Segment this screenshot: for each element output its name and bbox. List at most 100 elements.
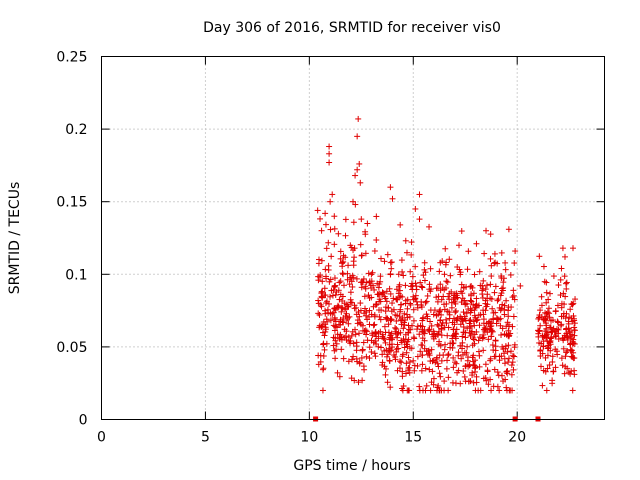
data-point xyxy=(406,387,413,394)
data-point xyxy=(331,241,338,248)
data-point xyxy=(320,352,327,359)
data-point xyxy=(327,317,334,324)
data-point xyxy=(460,323,467,330)
data-point xyxy=(461,373,468,380)
data-point xyxy=(395,283,402,290)
data-point xyxy=(341,334,348,341)
data-point xyxy=(322,310,329,317)
data-point xyxy=(339,293,346,300)
data-point xyxy=(441,346,448,353)
data-point xyxy=(487,376,494,383)
data-point xyxy=(362,250,369,257)
data-point xyxy=(350,258,357,265)
data-point xyxy=(381,258,388,265)
data-point xyxy=(461,313,468,320)
data-point xyxy=(549,358,556,365)
data-point xyxy=(340,282,347,289)
data-point xyxy=(487,231,494,238)
data-point xyxy=(315,352,322,359)
data-point xyxy=(558,321,565,328)
data-point xyxy=(399,268,406,275)
data-point xyxy=(412,263,419,270)
data-point xyxy=(501,355,508,362)
data-point xyxy=(490,315,497,322)
data-point xyxy=(561,301,568,308)
data-point xyxy=(385,321,392,328)
data-point xyxy=(555,336,562,343)
data-point xyxy=(320,340,327,347)
data-point xyxy=(569,318,576,325)
data-point xyxy=(441,324,448,331)
data-point xyxy=(397,306,404,313)
data-point xyxy=(406,313,413,320)
data-point xyxy=(484,368,491,375)
data-point xyxy=(403,360,410,367)
data-point xyxy=(421,259,428,266)
data-point xyxy=(489,342,496,349)
data-point xyxy=(381,323,388,330)
data-point xyxy=(496,387,503,394)
data-point xyxy=(358,216,365,223)
data-point xyxy=(397,221,404,228)
data-point xyxy=(553,332,560,339)
data-point xyxy=(482,307,489,314)
data-point xyxy=(327,276,334,283)
data-point xyxy=(544,338,551,345)
data-point xyxy=(494,260,501,267)
data-point xyxy=(571,327,578,334)
data-point xyxy=(468,298,475,305)
data-point xyxy=(406,345,413,352)
data-point xyxy=(315,310,322,317)
data-point xyxy=(438,332,445,339)
data-point xyxy=(345,320,352,327)
data-point xyxy=(505,332,512,339)
data-point xyxy=(443,278,450,285)
data-point xyxy=(382,339,389,346)
data-point xyxy=(397,329,404,336)
data-point xyxy=(348,332,355,339)
data-point xyxy=(477,387,484,394)
data-point xyxy=(546,290,553,297)
data-point xyxy=(364,220,371,227)
data-point xyxy=(406,369,413,376)
data-point xyxy=(471,271,478,278)
data-point xyxy=(332,306,339,313)
data-point xyxy=(437,259,444,266)
chart-title: Day 306 of 2016, SRMTID for receiver vis… xyxy=(203,20,501,36)
data-point xyxy=(403,341,410,348)
data-point xyxy=(543,289,550,296)
data-point xyxy=(394,334,401,341)
data-point xyxy=(449,335,456,342)
data-point xyxy=(401,310,408,317)
data-point xyxy=(401,344,408,351)
data-point xyxy=(469,354,476,361)
data-point xyxy=(492,347,499,354)
data-point xyxy=(390,295,397,302)
data-point xyxy=(476,322,483,329)
data-point xyxy=(331,283,338,290)
data-point xyxy=(571,354,578,361)
data-point xyxy=(487,281,494,288)
data-point xyxy=(469,328,476,335)
data-point xyxy=(344,276,351,283)
data-point xyxy=(485,336,492,343)
data-point xyxy=(563,349,570,356)
data-point xyxy=(392,324,399,331)
data-point xyxy=(350,198,356,205)
data-point xyxy=(366,344,373,351)
data-point xyxy=(378,255,385,262)
data-point xyxy=(471,307,478,314)
data-point xyxy=(319,288,326,295)
data-point xyxy=(498,332,505,339)
x-tick-label: 0 xyxy=(97,430,106,446)
data-point xyxy=(555,319,562,326)
data-point xyxy=(546,361,553,368)
data-point xyxy=(446,309,453,316)
data-point xyxy=(321,285,328,292)
data-point xyxy=(411,335,418,342)
y-tick-label: 0.1 xyxy=(65,267,87,283)
data-point xyxy=(540,263,547,270)
data-point xyxy=(470,318,477,325)
data-point xyxy=(375,343,382,350)
data-point xyxy=(326,150,333,157)
